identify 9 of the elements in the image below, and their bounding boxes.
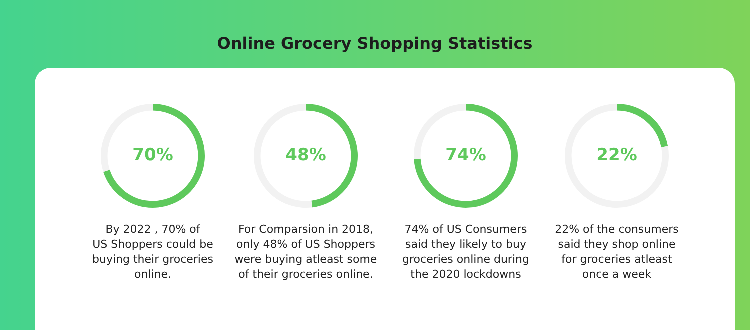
text: For Comparsion in 2018, only 48% of US Shoppers were buying atleast some of their groceries online. <box>234 222 378 282</box>
text: Online Grocery Shopping Statistics <box>216 34 534 53</box>
data-label: 22% <box>596 145 638 166</box>
data-label: 74% <box>446 145 486 166</box>
text: 74% of US Consumers said they likely to buy groceries online during the 2020 lockdowns <box>402 222 530 282</box>
data-label: 70% <box>132 145 174 166</box>
text: By 2022 , 70% of US Shoppers could be buying their groceries online. <box>92 223 214 281</box>
data-label: 48% <box>286 145 326 166</box>
text: 22% of the consumers said they shop online for groceries atleast once a week <box>554 222 680 282</box>
